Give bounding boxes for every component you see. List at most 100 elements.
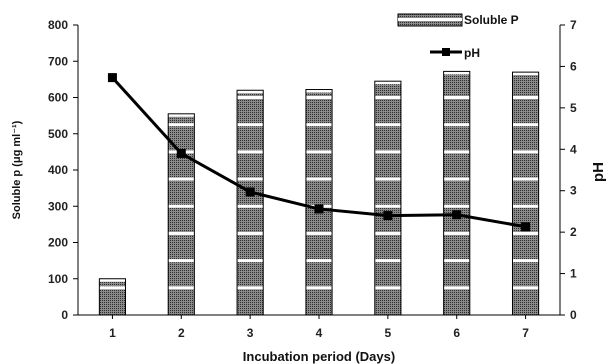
x-tick-label: 7	[522, 326, 529, 340]
bar-stripe	[443, 231, 470, 235]
bar-cap	[443, 71, 470, 75]
bar-stripe	[305, 123, 333, 127]
bar	[511, 71, 540, 316]
bar-stripe	[512, 259, 539, 263]
bar-stripe	[237, 259, 264, 263]
bar-stripe	[443, 150, 470, 154]
legend-swatch-ph-marker	[442, 48, 450, 56]
bar-stripe	[512, 177, 539, 181]
bar	[167, 113, 195, 316]
y2-tick-label: 6	[570, 59, 577, 73]
bar-stripe	[512, 123, 539, 127]
x-tick-label: 6	[453, 326, 460, 340]
y2-axis-title: pH	[590, 162, 607, 182]
ph-point	[452, 210, 462, 220]
bar-stripe	[443, 286, 470, 290]
x-tick-label: 4	[316, 326, 323, 340]
y-tick-label: 500	[48, 127, 68, 141]
bar-stripe	[374, 123, 401, 127]
bar	[98, 278, 127, 316]
legend-label-soluble-p: Soluble P	[464, 13, 519, 27]
bar-stripe	[374, 96, 401, 99]
bar-stripe	[237, 150, 264, 154]
ph-point	[176, 148, 186, 158]
bar-stripe	[237, 96, 264, 99]
ph-line-group	[107, 73, 531, 232]
bar-stripe	[443, 123, 470, 127]
bar-stripe	[443, 96, 470, 99]
bar-stripe	[305, 177, 333, 181]
bar	[236, 89, 264, 316]
bars-group	[98, 70, 540, 316]
bar-fill	[99, 278, 126, 315]
y-tick-label: 100	[48, 272, 68, 286]
bar-stripe	[305, 96, 333, 99]
bar-fill	[237, 90, 264, 315]
y-tick-label: 600	[48, 91, 68, 105]
bar-stripe	[305, 286, 333, 290]
bar-stripe	[237, 204, 264, 208]
bar-stripe	[374, 231, 401, 235]
x-tick-label: 1	[109, 326, 116, 340]
bar-stripe	[374, 150, 401, 154]
bar-cap	[305, 89, 333, 93]
ph-point	[107, 73, 117, 83]
y-ticks-right: 0 1 2 3 4 5 6 7	[560, 18, 577, 322]
y-tick-label: 300	[48, 199, 68, 213]
ph-point	[314, 204, 324, 214]
bar-stripe	[374, 177, 401, 181]
bar-cap	[374, 81, 401, 85]
y-tick-label: 800	[48, 18, 68, 32]
y2-tick-label: 0	[570, 308, 577, 322]
bar-stripe	[374, 286, 401, 290]
bar-stripe	[512, 286, 539, 290]
bar-stripe	[512, 204, 539, 208]
bar-stripe	[305, 231, 333, 235]
bar-stripe	[512, 96, 539, 99]
y2-tick-label: 1	[570, 267, 577, 281]
bar-stripe	[237, 286, 264, 290]
bar-fill	[443, 71, 470, 316]
y-tick-label: 0	[61, 308, 68, 322]
bar	[305, 89, 333, 316]
y2-tick-label: 7	[570, 18, 577, 32]
x-tick-label: 2	[178, 326, 185, 340]
bar-stripe	[168, 231, 195, 235]
legend: Soluble P pH	[397, 13, 519, 60]
y-tick-label: 400	[48, 163, 68, 177]
bar-fill	[168, 113, 195, 315]
y-ticks-left: 0 100 200 300 400 500 600 700 800	[48, 18, 78, 322]
bar-stripe	[305, 259, 333, 263]
bar-stripe	[168, 123, 195, 127]
y-tick-label: 700	[48, 54, 68, 68]
bar-stripe	[168, 259, 195, 263]
bar-stripe	[237, 231, 264, 235]
bar-stripe	[99, 286, 126, 290]
x-axis-title: Incubation period (Days)	[243, 349, 395, 364]
bar-stripe	[168, 177, 195, 181]
bar-stripe	[443, 259, 470, 263]
bar-stripe	[374, 204, 401, 208]
bar-cap	[99, 278, 126, 282]
bar-stripe	[168, 204, 195, 208]
bar-cap	[237, 90, 264, 94]
bar-stripe	[305, 150, 333, 154]
bar-stripe	[237, 177, 264, 181]
bar-stripe	[512, 150, 539, 154]
bar-stripe	[374, 259, 401, 263]
bar-fill	[305, 89, 333, 316]
bar-cap	[168, 113, 195, 117]
x-tick-label: 3	[247, 326, 254, 340]
bar-stripe	[168, 286, 195, 290]
y-tick-label: 200	[48, 236, 68, 250]
bar-stripe	[237, 123, 264, 127]
ph-point	[383, 211, 393, 221]
y2-tick-label: 2	[570, 225, 577, 239]
legend-label-ph: pH	[464, 46, 480, 60]
legend-swatch-soluble-p-stripe	[398, 18, 462, 21]
x-ticks: 1 2 3 4 5 6 7	[109, 315, 529, 340]
x-tick-label: 5	[385, 326, 392, 340]
ph-point	[245, 187, 255, 197]
bar	[443, 70, 471, 316]
bar-stripe	[443, 177, 470, 181]
